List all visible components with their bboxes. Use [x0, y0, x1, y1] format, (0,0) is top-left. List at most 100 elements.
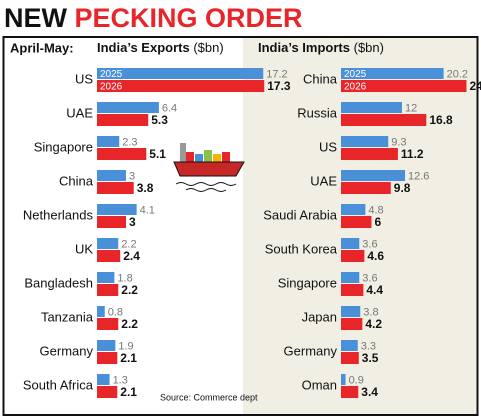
- category-label: US: [75, 71, 93, 86]
- value-label: 1.8: [117, 272, 132, 284]
- panel-title: India’s Imports ($bn): [258, 40, 384, 55]
- bar: [341, 238, 360, 249]
- value-label: 4.4: [366, 283, 383, 297]
- bar: [97, 306, 105, 317]
- bar: [97, 102, 159, 113]
- ship: [173, 143, 245, 192]
- value-label: 17.3: [267, 79, 291, 93]
- bar: [97, 204, 137, 215]
- category-label: China: [303, 71, 338, 86]
- category-label: Germany: [284, 343, 338, 358]
- value-label: 9.8: [394, 181, 411, 195]
- value-label: 9.3: [391, 136, 406, 148]
- category-label: Netherlands: [23, 207, 94, 222]
- value-label: 12.6: [408, 170, 429, 182]
- value-label: 11.2: [401, 147, 424, 161]
- legend-label: 2025: [100, 69, 123, 80]
- value-label: 3: [129, 215, 136, 229]
- value-label: 12: [405, 102, 417, 114]
- category-label: Russia: [297, 105, 338, 120]
- category-label: South Africa: [23, 377, 94, 392]
- value-label: 2.4: [123, 249, 140, 263]
- bar: [341, 318, 363, 330]
- value-label: 17.2: [266, 68, 287, 80]
- title-part: NEW: [4, 3, 68, 33]
- value-label: 16.8: [429, 113, 453, 127]
- category-label: UK: [75, 241, 93, 256]
- bar: [341, 68, 444, 79]
- bar: [97, 114, 149, 126]
- bar: [341, 352, 359, 364]
- bar: [341, 114, 427, 126]
- bar: [341, 216, 372, 228]
- bar: [97, 148, 147, 160]
- category-label: UAE: [310, 173, 337, 188]
- bar: [341, 170, 406, 181]
- value-label: 4.2: [365, 317, 382, 331]
- category-label: Japan: [302, 309, 337, 324]
- value-label: 6: [374, 215, 381, 229]
- value-label: 3.8: [137, 181, 154, 195]
- value-label: 0.9: [349, 374, 364, 386]
- value-label: 2.2: [121, 317, 138, 331]
- bar: [97, 318, 119, 330]
- value-label: 4.1: [140, 204, 155, 216]
- value-label: 2.2: [121, 283, 138, 297]
- value-label: 3.5: [362, 351, 379, 365]
- unit: ($bn): [193, 40, 223, 55]
- value-label: 5.3: [151, 113, 168, 127]
- category-label: Singapore: [278, 275, 337, 290]
- bar: [97, 374, 110, 385]
- bar: [97, 284, 119, 296]
- bar: [341, 102, 402, 113]
- value-label: 20.2: [447, 68, 468, 80]
- category-label: Bangladesh: [24, 275, 93, 290]
- bar: [341, 136, 389, 147]
- value-label: 1.3: [113, 374, 128, 386]
- legend-label: 2025: [344, 69, 367, 80]
- bar: [97, 250, 121, 262]
- bar: [341, 80, 467, 92]
- bar: [97, 182, 134, 194]
- category-label: South Korea: [265, 241, 338, 256]
- bar: [341, 204, 366, 215]
- panel-title-text: India’s Imports: [258, 40, 350, 55]
- bar: [97, 272, 115, 283]
- bar: [341, 148, 398, 160]
- legend-label: 2026: [344, 82, 367, 93]
- value-label: 3: [129, 170, 135, 182]
- value-label: 4.8: [368, 204, 383, 216]
- panel-title: India’s Exports ($bn): [97, 40, 224, 55]
- bar: [97, 238, 119, 249]
- category-label: UAE: [66, 105, 93, 120]
- bar: [97, 136, 120, 147]
- title-part: PECKING ORDER: [75, 3, 303, 33]
- bar: [341, 284, 364, 296]
- legend-label: 2026: [100, 82, 123, 93]
- value-label: 2.3: [122, 136, 137, 148]
- bar: [341, 374, 346, 385]
- category-label: Saudi Arabia: [263, 207, 337, 222]
- category-label: Germany: [40, 343, 94, 358]
- category-label: Oman: [302, 377, 337, 392]
- value-label: 3.3: [361, 340, 376, 352]
- bar: [97, 80, 265, 92]
- category-label: China: [59, 173, 94, 188]
- category-label: Singapore: [34, 139, 93, 154]
- category-label: Tanzania: [41, 309, 94, 324]
- value-label: 6.4: [162, 102, 177, 114]
- value-label: 0.8: [108, 306, 123, 318]
- value-label: 2.1: [120, 385, 137, 399]
- panel-title-text: India’s Exports: [97, 40, 190, 55]
- value-label: 4.6: [367, 249, 384, 263]
- frame: [2, 36, 479, 416]
- bar: [97, 68, 264, 79]
- source: Source: Commerce dept: [160, 392, 258, 402]
- bar: [341, 386, 359, 398]
- value-label: 2.2: [121, 238, 136, 250]
- bar: [97, 170, 126, 181]
- value-label: 24.7: [469, 79, 481, 93]
- value-label: 3.6: [362, 238, 377, 250]
- bar: [341, 340, 358, 351]
